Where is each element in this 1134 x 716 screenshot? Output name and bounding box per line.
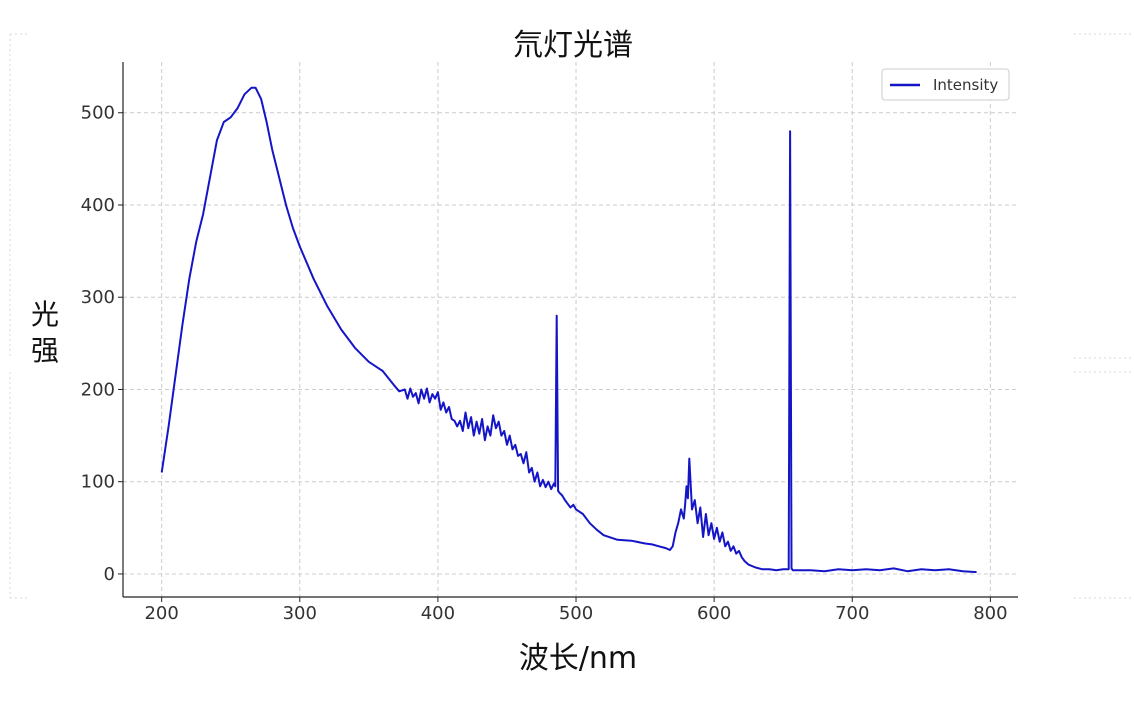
y-tick-label: 200 xyxy=(81,379,115,400)
page-edge-marks xyxy=(9,33,1134,599)
series-layer xyxy=(160,86,977,574)
x-tick-label: 400 xyxy=(421,603,455,624)
legend-label: Intensity xyxy=(933,76,998,94)
y-tick-label: 400 xyxy=(81,195,115,216)
series-line-intensity xyxy=(160,86,977,574)
y-axis-label-char-1: 光 xyxy=(31,298,59,331)
x-tick-label: 300 xyxy=(283,603,317,624)
legend: Intensity xyxy=(881,68,1010,101)
grid xyxy=(123,62,1018,597)
y-axis-label-char-2: 强 xyxy=(31,334,59,367)
x-tick-label: 600 xyxy=(697,603,731,624)
y-axis-label: 光 强 xyxy=(31,298,59,367)
axes xyxy=(122,62,1018,598)
y-tick-label: 300 xyxy=(81,287,115,308)
ticks: 200 300 400 500 600 700 800 0 100 200 300 400 500 xyxy=(81,103,1008,624)
y-tick-label: 0 xyxy=(104,564,115,585)
y-tick-label: 500 xyxy=(81,103,115,124)
x-tick-label: 500 xyxy=(559,603,593,624)
x-tick-label: 200 xyxy=(144,603,178,624)
x-axis-label: 波长/nm xyxy=(519,641,637,676)
y-tick-label: 100 xyxy=(81,472,115,493)
legend-box xyxy=(881,68,1010,101)
x-tick-label: 700 xyxy=(835,603,869,624)
chart-title: 氘灯光谱 xyxy=(513,28,633,63)
x-tick-label: 800 xyxy=(973,603,1007,624)
